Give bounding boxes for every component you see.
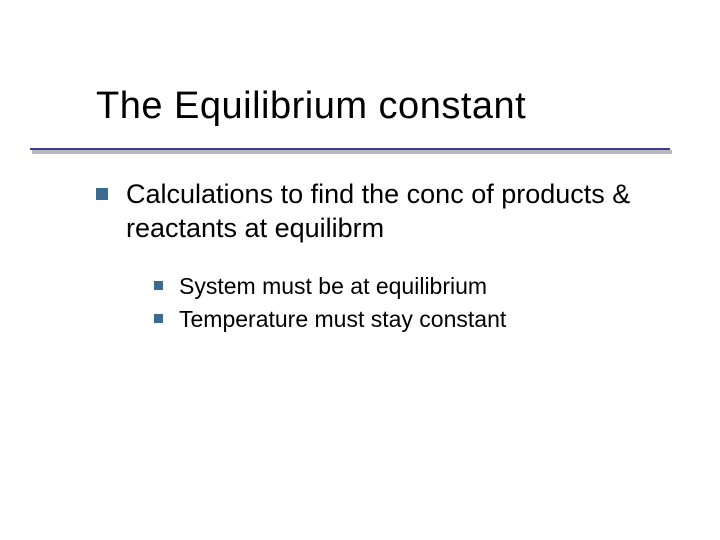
list-item: System must be at equilibrium bbox=[154, 272, 670, 302]
square-bullet-icon bbox=[154, 281, 163, 290]
list-item: Temperature must stay constant bbox=[154, 305, 670, 335]
level2-text: Temperature must stay constant bbox=[179, 305, 506, 335]
level2-text: System must be at equilibrium bbox=[179, 272, 487, 302]
title-rule bbox=[30, 148, 670, 150]
square-bullet-icon bbox=[96, 188, 108, 200]
slide: The Equilibrium constant Calculations to… bbox=[0, 0, 720, 540]
slide-body: Calculations to find the conc of product… bbox=[96, 178, 670, 339]
sublist: System must be at equilibrium Temperatur… bbox=[154, 272, 670, 336]
square-bullet-icon bbox=[154, 314, 163, 323]
level1-text: Calculations to find the conc of product… bbox=[126, 178, 670, 246]
title-rule-shadow bbox=[32, 150, 672, 154]
list-item: Calculations to find the conc of product… bbox=[96, 178, 670, 246]
slide-title: The Equilibrium constant bbox=[96, 86, 680, 140]
title-block: The Equilibrium constant bbox=[96, 86, 680, 140]
